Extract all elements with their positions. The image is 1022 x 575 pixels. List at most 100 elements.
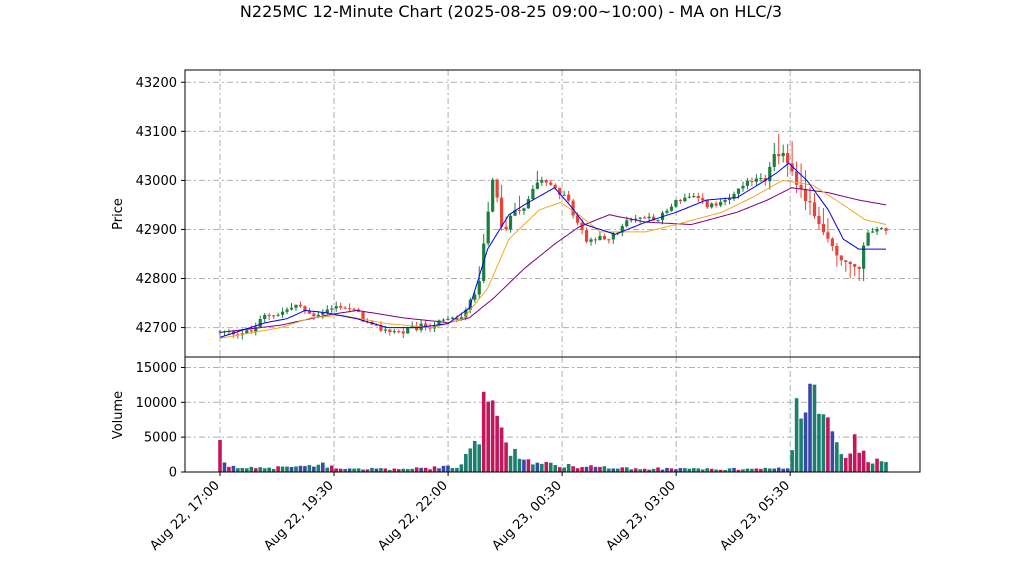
candle-body xyxy=(379,324,383,331)
candle-body xyxy=(348,308,352,310)
candle-body xyxy=(781,152,785,157)
volume-bar xyxy=(464,454,468,472)
candle-body xyxy=(571,200,575,216)
volume-bar xyxy=(875,458,879,472)
volume-bar xyxy=(526,459,531,472)
candle-body xyxy=(249,330,253,332)
volume-bar xyxy=(767,468,772,472)
candle-body xyxy=(289,307,294,310)
ma-lines xyxy=(219,162,887,339)
candle-body xyxy=(374,324,379,326)
x-tick-label: Aug 22, 22:00 xyxy=(375,478,451,554)
volume-bar xyxy=(763,467,768,472)
candle-body xyxy=(732,193,736,199)
volume-bar xyxy=(294,466,298,472)
volume-bar xyxy=(616,468,620,472)
candle-body xyxy=(258,319,262,327)
volume-bar xyxy=(245,468,249,472)
candle-body xyxy=(316,314,320,317)
volume-bar xyxy=(843,457,848,472)
volume-y-axis: 0 5000 10000 15000 xyxy=(136,361,185,481)
volume-bar xyxy=(495,415,499,472)
volume-bar xyxy=(624,467,629,472)
volume-bar xyxy=(839,454,844,472)
x-tick-label: Aug 23, 05:30 xyxy=(718,478,794,554)
volume-bar xyxy=(298,465,303,472)
candle-body xyxy=(866,232,870,246)
candle-body xyxy=(768,166,772,182)
volume-axis-label: Volume xyxy=(111,391,126,439)
candle-body xyxy=(544,180,548,183)
volume-bar xyxy=(316,464,321,472)
volume-bar xyxy=(835,442,839,472)
candle-body xyxy=(428,327,432,329)
volume-bar xyxy=(312,466,316,472)
volume-bar xyxy=(754,468,759,472)
price-y-axis: 42700 42800 42900 43000 43100 43200 xyxy=(136,76,185,336)
candle-body xyxy=(643,217,647,219)
volume-bar xyxy=(267,467,271,472)
candle-body xyxy=(710,203,714,208)
volume-bar xyxy=(660,469,665,472)
volume-bar xyxy=(870,463,875,472)
volume-bar xyxy=(589,465,593,472)
candle-body xyxy=(870,231,875,233)
volume-bar xyxy=(522,459,526,472)
volume-bar xyxy=(374,468,379,472)
candle-body xyxy=(508,215,513,230)
volume-bar xyxy=(718,469,723,472)
volume-bar xyxy=(553,465,558,472)
candle-body xyxy=(879,228,884,230)
candle-body xyxy=(857,266,861,269)
candle-body xyxy=(826,232,830,239)
candle-body xyxy=(388,329,392,333)
volume-bar xyxy=(741,469,745,472)
candle-body xyxy=(334,306,338,309)
candle-body xyxy=(593,239,598,241)
volume-bar xyxy=(830,431,835,472)
volume-bar xyxy=(513,448,517,472)
volume-bar xyxy=(321,462,325,472)
volume-bar xyxy=(821,414,826,472)
candle-body xyxy=(526,199,531,209)
candle-body xyxy=(844,260,848,262)
volume-bar xyxy=(714,469,718,472)
candle-body xyxy=(772,154,776,167)
price-tick-label: 43200 xyxy=(136,76,177,91)
candle-body xyxy=(817,216,821,224)
candle-body xyxy=(464,310,468,318)
volume-bar xyxy=(566,464,571,472)
volume-bar xyxy=(446,465,450,472)
volume-bar xyxy=(745,468,750,472)
volume-bar xyxy=(727,468,732,472)
volume-bar xyxy=(329,465,334,472)
candle-body xyxy=(504,226,508,230)
volume-bar xyxy=(665,467,669,472)
candle-body xyxy=(517,210,522,212)
candle-body xyxy=(446,318,450,320)
candle-body xyxy=(339,306,343,308)
candle-body xyxy=(696,196,700,199)
candle-body xyxy=(352,309,356,311)
candle-body xyxy=(651,216,656,221)
volume-bar xyxy=(656,467,660,472)
volume-bar xyxy=(700,469,705,472)
volume-bar xyxy=(276,466,280,472)
candle-body xyxy=(808,201,812,203)
volume-bar xyxy=(772,468,777,472)
candle-body xyxy=(450,317,455,319)
volume-bar xyxy=(481,391,486,472)
candle-body xyxy=(392,331,396,333)
volume-tick-label: 0 xyxy=(169,466,177,481)
candle-body xyxy=(848,261,852,265)
volume-bar xyxy=(307,465,312,472)
volume-bar xyxy=(776,467,781,472)
volume-bar xyxy=(423,467,428,472)
volume-bar xyxy=(691,468,696,472)
volume-bar xyxy=(540,463,544,472)
candle-body xyxy=(705,200,709,208)
candle-body xyxy=(723,199,727,202)
volume-bar xyxy=(450,468,455,472)
volume-bar xyxy=(289,466,294,472)
candle-body xyxy=(745,181,750,186)
